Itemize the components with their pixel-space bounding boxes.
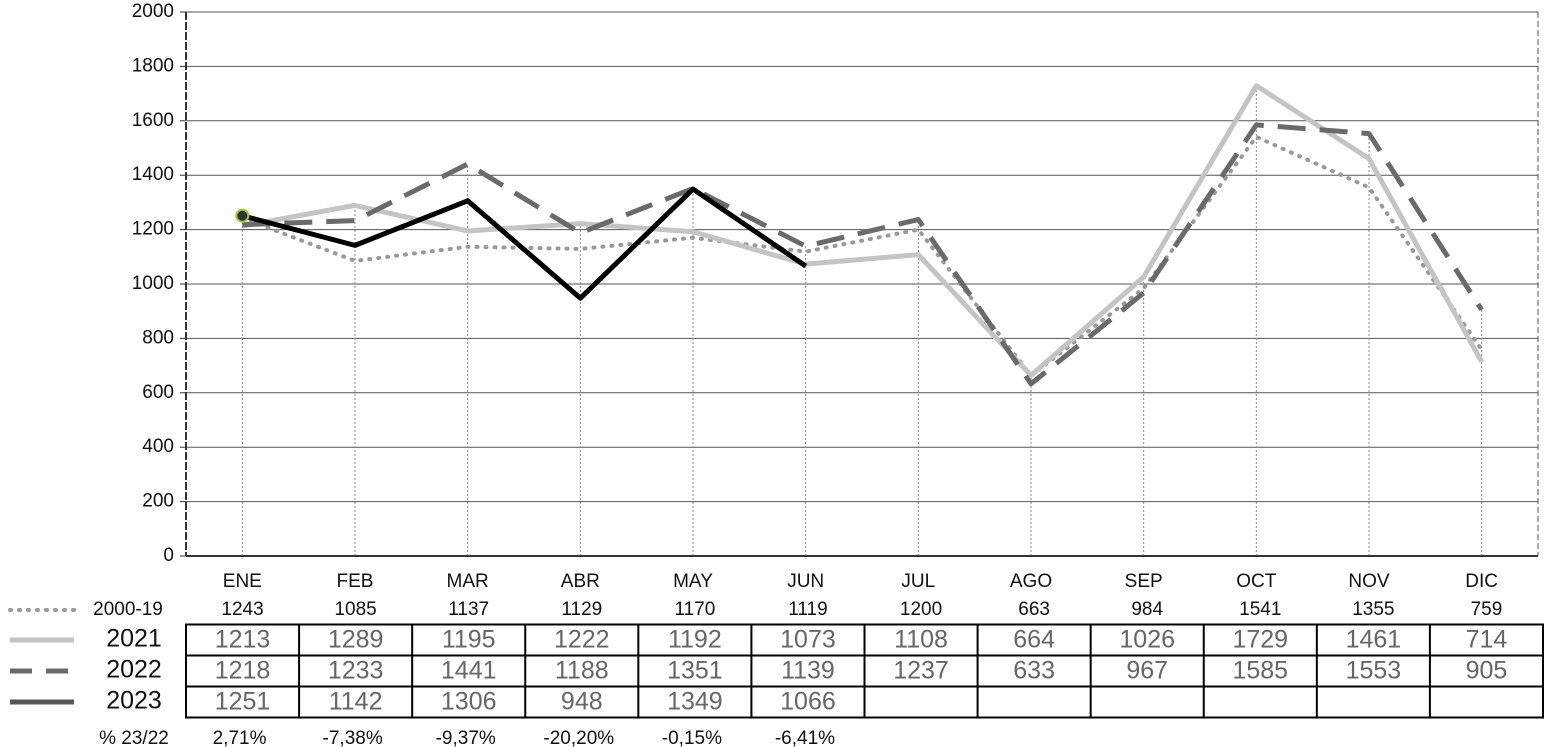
y-tick-label: 400 [142,436,174,457]
table-value: 1461 [1346,626,1402,654]
table-value: 714 [1466,626,1508,654]
table-value: 1233 [328,657,384,685]
table-value: 948 [561,688,603,716]
table-value: 1553 [1346,657,1402,685]
table-value: 1129 [561,599,602,620]
table-value: 1119 [788,599,827,620]
table-value: 1085 [334,599,376,620]
x-tick-label: MAR [447,571,489,592]
change-value: -20,20% [543,728,614,747]
table-value: 1200 [900,599,942,620]
x-tick-label: MAY [673,571,713,592]
table-value: 1213 [215,626,271,654]
legend-label: 2022 [106,656,162,684]
change-row-label: % 23/22 [99,728,169,747]
x-tick-label: NOV [1348,571,1390,592]
table-value: 1729 [1232,626,1288,654]
table-value: 633 [1013,657,1055,685]
series-line [242,122,1484,387]
y-tick-label: 0 [163,545,174,566]
y-tick-label: 200 [142,491,174,512]
table-value: 1306 [441,688,497,716]
series-line [240,134,1484,378]
x-tick-label: FEB [337,571,374,592]
table-value: 967 [1126,657,1168,685]
table-value: 1351 [667,657,723,685]
table-value: 984 [1131,599,1163,620]
x-tick-label: DIC [1465,571,1498,592]
table-value: 1441 [441,657,497,685]
x-tick-label: JUL [901,571,935,592]
table-value: 1289 [328,626,384,654]
legend-label: 2021 [106,625,162,653]
table-value: 1218 [215,657,271,685]
table-value: 1222 [554,626,610,654]
table-value: 664 [1013,626,1055,654]
y-tick-label: 1600 [132,110,174,131]
change-value: -0,15% [662,728,722,747]
y-tick-label: 1800 [132,55,174,76]
series-line [241,186,808,301]
table-value: 905 [1466,657,1508,685]
table-value: 1137 [448,599,489,620]
table-value: 1139 [781,657,835,685]
y-tick-label: 600 [142,382,174,403]
start-marker [235,208,250,223]
table-value: 1108 [894,626,948,654]
table-value: 1188 [555,657,609,685]
table-value: 1195 [442,626,496,654]
table-value: 1066 [780,688,836,716]
x-tick-label: AGO [1010,571,1052,592]
series-line [241,83,1484,378]
table-value: 1142 [329,688,383,716]
x-tick-label: SEP [1125,571,1163,592]
legend-label: 2000-19 [93,599,163,620]
change-value: -7,38% [323,728,383,747]
table-value: 1073 [780,626,836,654]
x-tick-label: JUN [787,571,824,592]
y-tick-label: 1400 [132,164,174,185]
table-value: 759 [1471,599,1503,620]
table-value: 1585 [1232,657,1288,685]
table-value: 1349 [667,688,723,716]
table-value: 1170 [674,599,715,620]
x-tick-label: ABR [561,571,600,592]
table-value: 1243 [221,599,263,620]
table-value: 1541 [1239,599,1281,620]
x-tick-label: ENE [223,571,262,592]
change-value: -6,41% [775,728,835,747]
table-value: 663 [1018,599,1050,620]
table-value: 1237 [893,657,949,685]
table-value: 1192 [668,626,722,654]
table-value: 1251 [215,688,271,716]
y-tick-label: 2000 [132,1,174,22]
legend-label: 2023 [106,687,162,715]
table-value: 1026 [1119,626,1175,654]
x-tick-label: OCT [1236,571,1277,592]
y-tick-label: 800 [142,327,174,348]
y-tick-label: 1200 [132,219,174,240]
change-value: -9,37% [436,728,496,747]
change-value: 2,71% [213,728,267,747]
y-tick-label: 1000 [132,273,174,294]
table-value: 1355 [1352,599,1394,620]
